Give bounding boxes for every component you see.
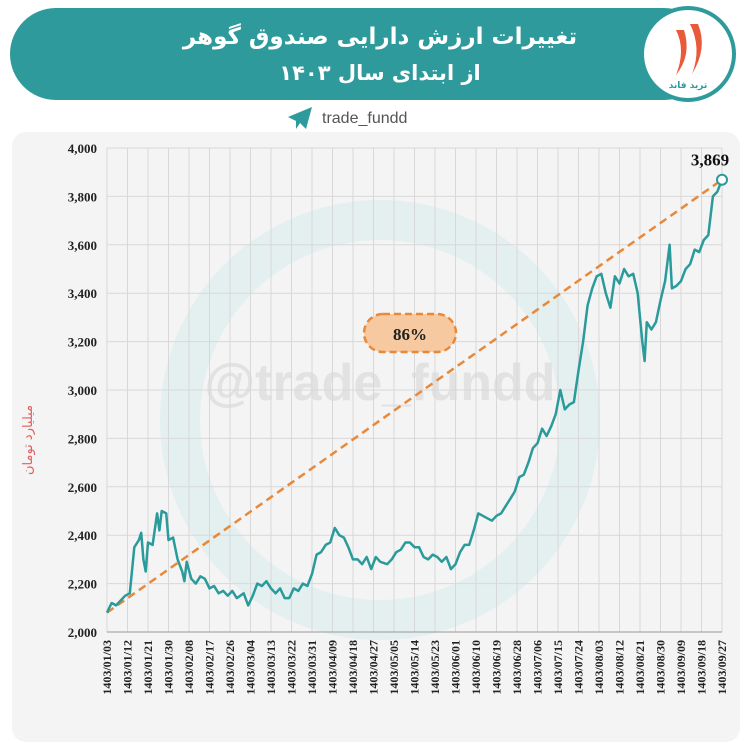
x-tick-label: 1403/05/23 [428, 640, 442, 695]
x-tick-label: 1403/07/15 [551, 640, 565, 695]
end-label: 3,869 [691, 151, 729, 170]
x-tick-label: 1403/06/10 [469, 640, 483, 695]
watermark-ring [160, 200, 600, 640]
y-tick-label: 2,400 [68, 528, 97, 543]
header-banner [10, 8, 710, 100]
x-tick-label: 1403/09/27 [715, 640, 729, 695]
y-tick-label: 3,200 [68, 335, 97, 350]
x-tick-label: 1403/05/05 [387, 640, 401, 695]
logo-flame [676, 24, 702, 75]
x-tick-label: 1403/09/09 [674, 640, 688, 695]
x-tick-label: 1403/08/12 [613, 640, 627, 695]
y-tick-label: 3,600 [68, 238, 97, 253]
watermark: @trade_fundd [204, 354, 555, 412]
x-tick-label: 1403/06/28 [510, 640, 524, 695]
end-point [716, 173, 728, 186]
annotation-box [362, 312, 458, 354]
x-tick-label: 1403/02/08 [182, 640, 196, 695]
y-tick-label: 3,400 [68, 286, 97, 301]
x-tick-label: 1403/07/06 [531, 640, 545, 695]
x-tick-label: 1403/01/03 [100, 640, 114, 695]
x-tick-label: 1403/01/12 [121, 640, 135, 695]
x-tick-label: 1403/01/21 [141, 640, 155, 695]
y-tick-label: 2,200 [68, 577, 97, 592]
x-tick-label: 1403/02/26 [223, 640, 237, 695]
x-tick-label: 1403/03/22 [285, 640, 299, 695]
x-tick-label: 1403/03/04 [244, 640, 258, 695]
x-tick-label: 1403/08/21 [633, 640, 647, 695]
trend-line [106, 178, 723, 614]
x-tick-label: 1403/06/01 [449, 640, 463, 695]
y-axis-label: میلیارد تومان [21, 405, 36, 475]
y-tick-label: 2,800 [68, 431, 97, 446]
x-tick-label: 1403/03/31 [305, 640, 319, 695]
y-tick-label: 2,600 [68, 480, 97, 495]
x-tick-label: 1403/03/13 [264, 640, 278, 695]
title: تغییرات ارزش دارایی صندوق گوهر [182, 23, 577, 50]
x-tick-label: 1403/09/18 [695, 640, 709, 695]
x-tick-label: 1403/04/09 [326, 640, 340, 695]
y-tick-label: 4,000 [68, 141, 97, 156]
y-tick-label: 3,800 [68, 189, 97, 204]
annotation: 86% [393, 325, 427, 344]
x-tick-label: 1403/04/18 [346, 640, 360, 695]
logo-text: ترید فاند [669, 81, 708, 91]
x-tick-label: 1403/01/30 [162, 640, 176, 695]
x-tick-label: 1403/07/24 [572, 640, 586, 695]
handle: trade_fundd [322, 110, 407, 127]
x-tick-label: 1403/08/30 [654, 640, 668, 695]
y-tick-label: 3,000 [68, 383, 97, 398]
x-tick-label: 1403/08/03 [592, 640, 606, 695]
y-tick-label: 2,000 [68, 625, 97, 640]
x-tick-label: 1403/02/17 [203, 640, 217, 695]
subtitle: از ابتدای سال ۱۴۰۳ [279, 61, 481, 85]
series-line [105, 179, 724, 614]
x-tick-label: 1403/06/19 [490, 640, 504, 695]
logo [640, 6, 736, 102]
telegram-icon [288, 107, 312, 129]
x-tick-label: 1403/05/14 [408, 640, 422, 695]
x-tick-label: 1403/04/27 [367, 640, 381, 695]
